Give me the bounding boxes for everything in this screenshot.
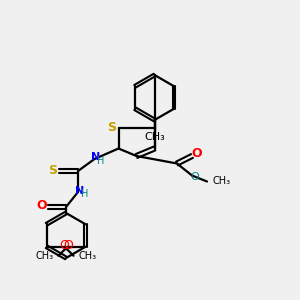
Text: N: N [92,152,100,163]
Text: O: O [59,239,69,252]
Text: O: O [191,147,202,160]
Text: H: H [98,155,105,166]
Text: S: S [107,121,116,134]
Text: O: O [63,239,73,252]
Text: H: H [81,189,88,200]
Text: S: S [48,164,57,178]
Text: O: O [190,172,199,182]
Text: CH₃: CH₃ [36,251,54,261]
Text: CH₃: CH₃ [78,251,96,261]
Text: N: N [75,186,84,196]
Text: CH₃: CH₃ [212,176,230,187]
Text: CH₃: CH₃ [144,131,165,142]
Text: O: O [37,199,47,212]
